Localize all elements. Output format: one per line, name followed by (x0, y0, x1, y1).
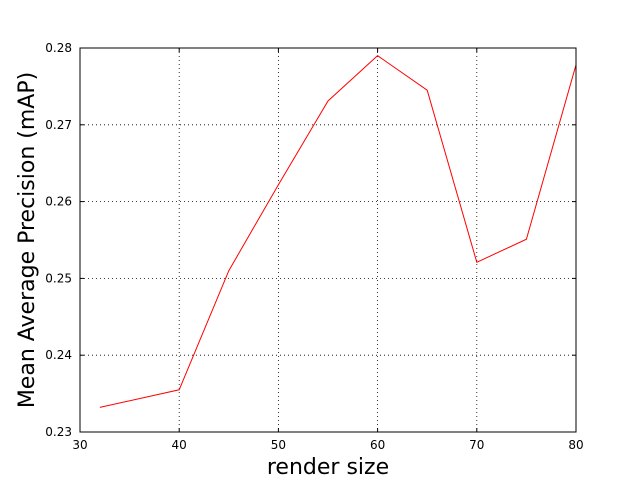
grid-lines (79, 47, 577, 433)
tick-marks (79, 47, 577, 433)
y-tick-labels: 0.23 0.24 0.25 0.26 0.27 0.28 (45, 41, 72, 439)
x-tick-label: 30 (72, 438, 87, 452)
y-tick-label: 0.25 (45, 271, 72, 285)
x-tick-labels: 30 40 50 60 70 80 (72, 438, 583, 452)
x-tick-label: 70 (469, 438, 484, 452)
x-axis-label: render size (267, 455, 389, 480)
x-tick-label: 80 (568, 438, 583, 452)
x-tick-label: 60 (370, 438, 385, 452)
y-tick-label: 0.23 (45, 425, 72, 439)
y-tick-label: 0.27 (45, 118, 72, 132)
y-axis-label: Mean Average Precision (mAP) (15, 72, 40, 408)
y-tick-label: 0.26 (45, 195, 72, 209)
series-line (99, 55, 577, 408)
plot-area-frame (79, 47, 577, 433)
x-tick-label: 50 (271, 438, 286, 452)
x-tick-label: 40 (172, 438, 187, 452)
y-tick-label: 0.24 (45, 348, 72, 362)
series-layer (99, 55, 577, 408)
y-tick-label: 0.28 (45, 41, 72, 55)
